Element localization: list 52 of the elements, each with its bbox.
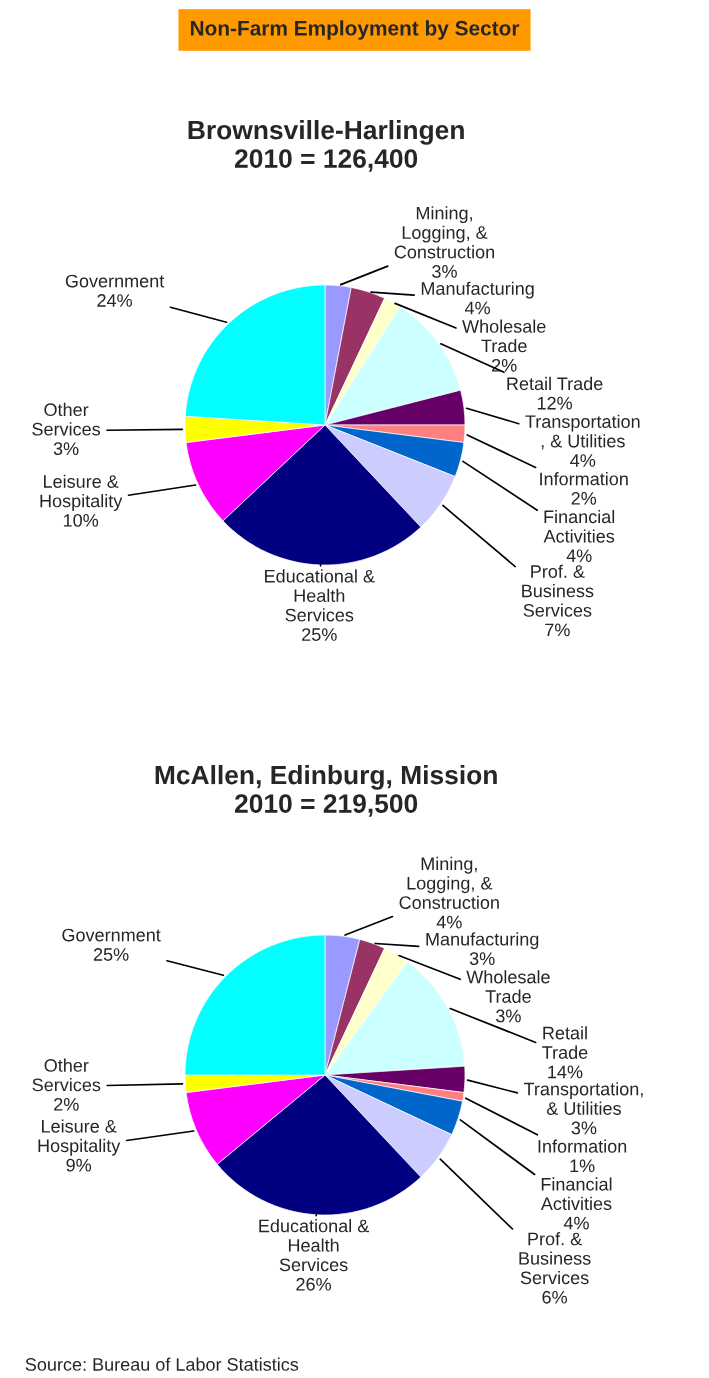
slice-label: Wholesale Trade bbox=[466, 970, 550, 1003]
data-label: 3% bbox=[496, 1009, 521, 1023]
data-label: 3% bbox=[432, 265, 457, 278]
slice-label: Manufacturing bbox=[426, 932, 539, 950]
data-label: 26% bbox=[296, 1277, 331, 1291]
slice-label: Transportation , & Utilities bbox=[525, 414, 640, 450]
slice-label: Leisure & Hospitality bbox=[40, 474, 123, 511]
data-label: 4% bbox=[464, 301, 490, 315]
slice-label: Educational & Health Services bbox=[265, 569, 375, 622]
data-label: 2% bbox=[571, 491, 597, 505]
data-label: 14% bbox=[548, 1065, 583, 1079]
data-label: 2% bbox=[492, 358, 517, 372]
data-label: 25% bbox=[302, 628, 337, 641]
data-label: 3% bbox=[571, 1121, 597, 1135]
slice-label: Retail Trade bbox=[507, 376, 603, 391]
data-label: 4% bbox=[563, 1216, 589, 1230]
data-label: 2% bbox=[54, 1097, 79, 1111]
slice-label: Educational & Health Services bbox=[259, 1219, 369, 1272]
data-label: 3% bbox=[53, 442, 79, 456]
chart-title: McAllen, Edinburg, Mission 2010 = 219,500 bbox=[155, 765, 497, 817]
slice-label: Leisure & Hospitality bbox=[38, 1119, 121, 1156]
slice-label: Mining, Logging, & Construction bbox=[399, 856, 499, 910]
slice-label: Information bbox=[538, 1139, 627, 1153]
slice-label: Transportation, & Utilities bbox=[523, 1082, 643, 1115]
chart-title: Brownsville-Harlingen 2010 = 126,400 bbox=[188, 120, 464, 172]
data-label: 3% bbox=[469, 952, 495, 966]
slice-label: Other Services bbox=[32, 1058, 101, 1092]
slice-label: Government bbox=[62, 928, 161, 942]
data-label: 6% bbox=[542, 1290, 567, 1304]
data-label: 25% bbox=[93, 948, 129, 961]
slice-label: Wholesale Trade bbox=[462, 319, 546, 353]
text: Non-Farm Employment by Sector bbox=[190, 20, 520, 40]
slice-label: Retail Trade bbox=[542, 1026, 588, 1059]
slice-label: Other Services bbox=[32, 402, 101, 436]
slice-label: Prof. & Business Services bbox=[522, 564, 594, 617]
slice-label: Financial Activities bbox=[540, 1177, 612, 1211]
data-label: 12% bbox=[537, 396, 573, 410]
data-label: 9% bbox=[66, 1158, 92, 1172]
slice-label: Government bbox=[65, 274, 165, 288]
data-label: 7% bbox=[545, 623, 570, 637]
slice-label: Financial Activities bbox=[543, 509, 615, 543]
data-label: 24% bbox=[97, 294, 133, 307]
slice-label: Prof. & Business Services bbox=[519, 1232, 591, 1285]
data-label: 1% bbox=[570, 1159, 595, 1173]
data-label: 4% bbox=[570, 454, 596, 467]
data-label: 10% bbox=[63, 514, 99, 527]
slice-label: Manufacturing bbox=[421, 281, 534, 299]
source-note: Source: Bureau of Labor Statistics bbox=[25, 1357, 299, 1371]
data-label: 4% bbox=[436, 915, 462, 929]
slice-label: Information bbox=[540, 472, 628, 486]
data-label: 4% bbox=[566, 549, 592, 563]
slice-label: Mining, Logging, & Construction bbox=[394, 206, 494, 259]
